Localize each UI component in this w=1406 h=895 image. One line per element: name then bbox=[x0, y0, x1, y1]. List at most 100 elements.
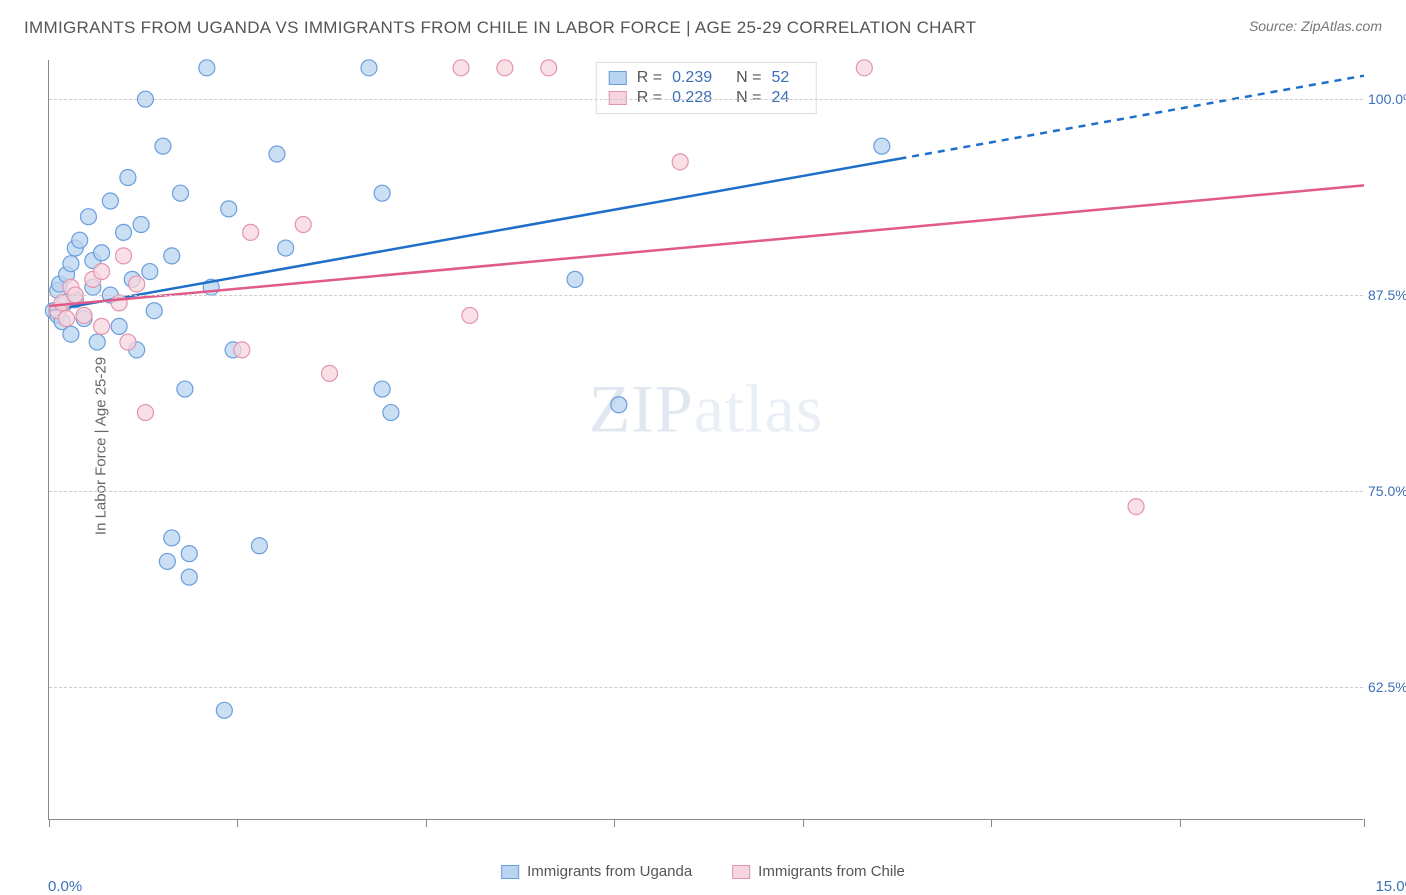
n-value: 24 bbox=[771, 89, 789, 107]
data-point bbox=[164, 530, 180, 546]
x-tick bbox=[237, 819, 238, 827]
gridline bbox=[49, 295, 1363, 296]
regression-line-extrapolated bbox=[899, 76, 1364, 159]
data-point bbox=[672, 154, 688, 170]
legend-swatch bbox=[609, 91, 627, 105]
x-tick bbox=[991, 819, 992, 827]
plot-area: ZIPatlas R = 0.239N = 52R = 0.228N = 24 … bbox=[48, 60, 1363, 820]
data-point bbox=[142, 264, 158, 280]
legend-label: Immigrants from Uganda bbox=[527, 863, 692, 880]
regression-line bbox=[49, 159, 899, 311]
legend-item: Immigrants from Chile bbox=[732, 863, 905, 880]
x-tick bbox=[1180, 819, 1181, 827]
data-point bbox=[322, 365, 338, 381]
data-point bbox=[133, 217, 149, 233]
x-tick bbox=[803, 819, 804, 827]
series-legend: Immigrants from Uganda Immigrants from Ch… bbox=[501, 863, 905, 880]
r-value: 0.239 bbox=[672, 69, 712, 87]
data-point bbox=[116, 248, 132, 264]
data-point bbox=[361, 60, 377, 76]
n-value: 52 bbox=[771, 69, 789, 87]
x-min-label: 0.0% bbox=[48, 878, 82, 895]
data-point bbox=[199, 60, 215, 76]
data-point bbox=[72, 232, 88, 248]
chart-svg bbox=[49, 60, 1363, 819]
data-point bbox=[541, 60, 557, 76]
legend-item: Immigrants from Uganda bbox=[501, 863, 692, 880]
data-point bbox=[116, 224, 132, 240]
data-point bbox=[177, 381, 193, 397]
data-point bbox=[856, 60, 872, 76]
data-point bbox=[63, 326, 79, 342]
data-point bbox=[374, 185, 390, 201]
data-point bbox=[59, 311, 75, 327]
data-point bbox=[155, 138, 171, 154]
data-point bbox=[181, 569, 197, 585]
gridline bbox=[49, 491, 1363, 492]
data-point bbox=[146, 303, 162, 319]
chart-container: IMMIGRANTS FROM UGANDA VS IMMIGRANTS FRO… bbox=[0, 0, 1406, 892]
legend-swatch bbox=[732, 865, 750, 879]
x-max-label: 15.0% bbox=[1375, 878, 1406, 895]
data-point bbox=[1128, 499, 1144, 515]
correlation-legend-row: R = 0.239 N = 52 bbox=[609, 69, 804, 87]
n-label: N = bbox=[736, 69, 761, 87]
data-point bbox=[374, 381, 390, 397]
data-point bbox=[76, 307, 92, 323]
gridline bbox=[49, 99, 1363, 100]
data-point bbox=[94, 245, 110, 261]
y-tick-label: 75.0% bbox=[1368, 483, 1406, 499]
r-label: R = bbox=[637, 69, 662, 87]
correlation-legend: R = 0.239 N = 52 R = 0.228 N = 24 bbox=[596, 62, 817, 114]
y-tick-label: 62.5% bbox=[1368, 679, 1406, 695]
data-point bbox=[278, 240, 294, 256]
data-point bbox=[453, 60, 469, 76]
data-point bbox=[234, 342, 250, 358]
data-point bbox=[251, 538, 267, 554]
x-tick bbox=[614, 819, 615, 827]
data-point bbox=[80, 209, 96, 225]
data-point bbox=[120, 334, 136, 350]
data-point bbox=[164, 248, 180, 264]
data-point bbox=[63, 256, 79, 272]
data-point bbox=[181, 546, 197, 562]
legend-swatch bbox=[609, 71, 627, 85]
data-point bbox=[120, 170, 136, 186]
r-value: 0.228 bbox=[672, 89, 712, 107]
data-point bbox=[497, 60, 513, 76]
data-point bbox=[216, 702, 232, 718]
data-point bbox=[295, 217, 311, 233]
y-tick-label: 87.5% bbox=[1368, 287, 1406, 303]
data-point bbox=[243, 224, 259, 240]
legend-swatch bbox=[501, 865, 519, 879]
data-point bbox=[567, 271, 583, 287]
data-point bbox=[111, 318, 127, 334]
gridline bbox=[49, 687, 1363, 688]
source-attribution: Source: ZipAtlas.com bbox=[1249, 18, 1382, 34]
data-point bbox=[221, 201, 237, 217]
data-point bbox=[173, 185, 189, 201]
regression-line bbox=[49, 185, 1364, 306]
x-tick bbox=[49, 819, 50, 827]
data-point bbox=[269, 146, 285, 162]
data-point bbox=[159, 553, 175, 569]
r-label: R = bbox=[637, 89, 662, 107]
chart-title: IMMIGRANTS FROM UGANDA VS IMMIGRANTS FRO… bbox=[24, 18, 976, 38]
legend-label: Immigrants from Chile bbox=[758, 863, 905, 880]
data-point bbox=[383, 405, 399, 421]
data-point bbox=[137, 405, 153, 421]
data-point bbox=[611, 397, 627, 413]
n-label: N = bbox=[736, 89, 761, 107]
y-tick-label: 100.0% bbox=[1368, 91, 1406, 107]
data-point bbox=[94, 318, 110, 334]
x-tick bbox=[426, 819, 427, 827]
data-point bbox=[111, 295, 127, 311]
data-point bbox=[129, 276, 145, 292]
correlation-legend-row: R = 0.228 N = 24 bbox=[609, 89, 804, 107]
data-point bbox=[462, 307, 478, 323]
data-point bbox=[89, 334, 105, 350]
data-point bbox=[102, 193, 118, 209]
data-point bbox=[94, 264, 110, 280]
data-point bbox=[874, 138, 890, 154]
x-tick bbox=[1364, 819, 1365, 827]
